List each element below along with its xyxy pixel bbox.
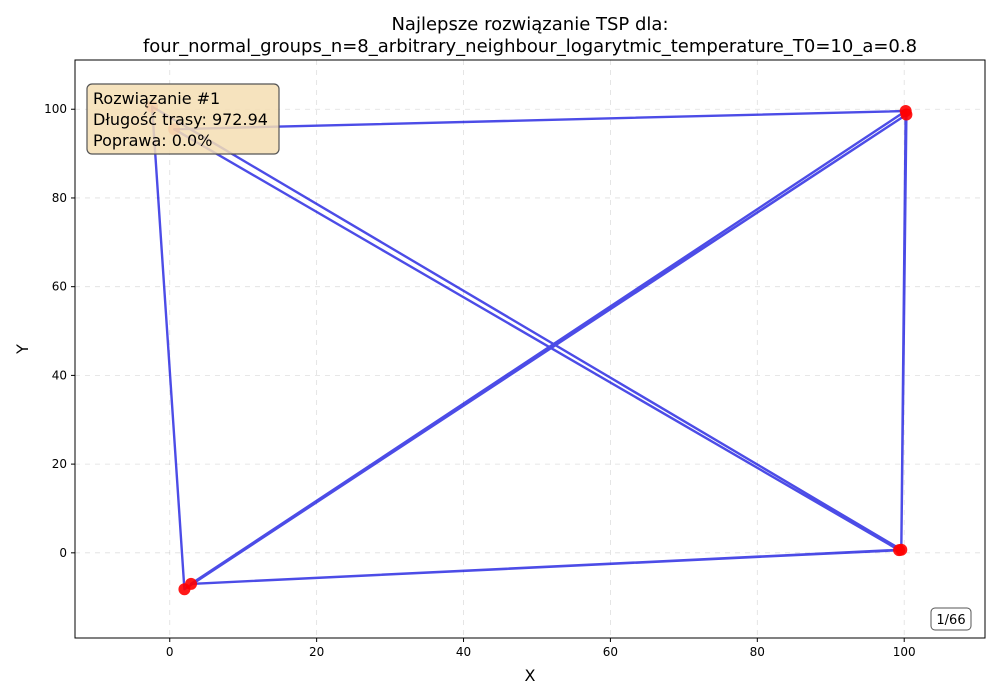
plot-frame — [74, 59, 986, 639]
x-tick-label: 40 — [456, 645, 471, 659]
city-point — [185, 577, 198, 590]
y-tick-label: 40 — [52, 368, 67, 382]
y-tick-label: 80 — [52, 191, 67, 205]
annotation-solution: Rozwiązanie #1 — [93, 89, 220, 108]
chart-title-line2: four_normal_groups_n=8_arbitrary_neighbo… — [143, 36, 917, 57]
x-tick-label: 20 — [309, 645, 324, 659]
y-tick-label: 0 — [59, 546, 67, 560]
annotation-length: Długość trasy: 972.94 — [93, 110, 268, 129]
x-tick-label: 100 — [893, 645, 916, 659]
y-tick-label: 20 — [52, 457, 67, 471]
annotation-improvement: Poprawa: 0.0% — [93, 131, 212, 150]
y-axis-label: Y — [13, 344, 32, 355]
axis-ticks: 0 20 40 60 80 100 0 20 40 60 80 100 — [44, 102, 916, 659]
frame-counter-box: 1/66 — [930, 607, 972, 631]
x-tick-label: 60 — [603, 645, 618, 659]
annotation-box: Rozwiązanie #1 Długość trasy: 972.94 Pop… — [86, 83, 280, 155]
x-tick-label: 80 — [750, 645, 765, 659]
frame-counter: 1/66 — [936, 613, 965, 628]
city-point — [900, 108, 913, 121]
y-tick-label: 60 — [52, 280, 67, 294]
chart-title-line1: Najlepsze rozwiązanie TSP dla: — [391, 14, 668, 35]
x-axis-label: X — [525, 666, 536, 685]
city-point — [895, 543, 908, 556]
y-tick-label: 100 — [44, 102, 67, 116]
x-tick-label: 0 — [166, 645, 174, 659]
